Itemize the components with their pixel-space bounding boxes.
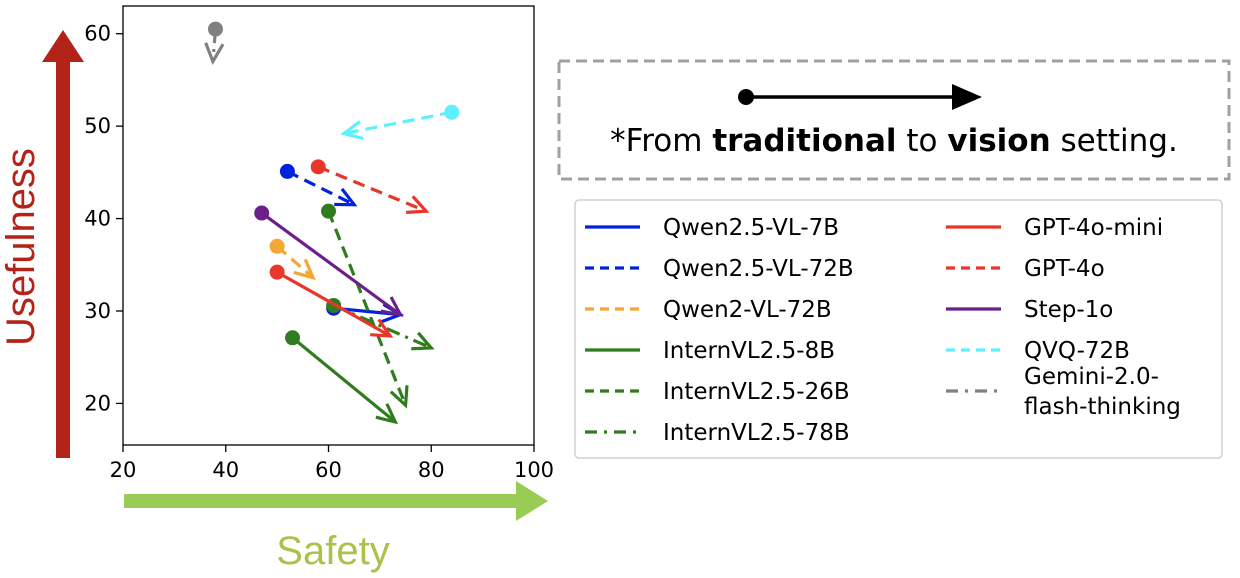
arrow-head [340,120,364,141]
legend-item: Step-1o [946,297,1113,323]
plot-area [122,5,535,446]
x-tick-label: 40 [212,458,239,482]
arrow-head [389,385,409,409]
y-tick-label: 40 [84,207,111,231]
series-gpt-4o-mini [269,264,394,338]
note-text: *From traditional to vision setting. [610,123,1178,159]
legend-label: Qwen2.5-VL-72B [663,256,854,282]
start-point [310,159,326,175]
start-point [269,264,285,280]
legend-item: QVQ-72B [946,338,1130,364]
x-tick-label: 100 [514,458,554,482]
arrow-line [260,211,402,316]
legend-label: Qwen2.5-VL-7B [663,215,839,241]
y-axis-title: Usefulness [0,148,43,346]
legend-label: Gemini-2.0- [1024,364,1159,390]
series-qvq-72b [340,104,460,141]
series-gpt-4o [310,159,430,214]
arrow-line [276,270,391,338]
arrow-head [293,258,316,281]
y-tick-label: 30 [84,299,111,323]
legend-label: InternVL2.5-8B [663,338,835,364]
arrow-head [204,42,225,66]
legend-label: Qwen2-VL-72B [663,297,832,323]
y-tick-group: 20 30 40 50 60 [84,22,123,415]
legend-item: InternVL2.5-26B [585,379,850,405]
x-tick-group: 20 40 60 80 100 [110,445,554,482]
arrow-line [291,336,397,424]
usefulness-axis-arrow [42,30,84,458]
arrow-line [276,245,315,279]
start-point [444,104,460,120]
start-point [269,238,285,254]
legend-label: QVQ-72B [1024,338,1130,364]
start-point [279,163,295,179]
note-arrowhead-icon [952,84,982,110]
safety-axis-arrow [124,481,548,521]
legend-label: Step-1o [1024,297,1113,323]
direction-note-box: *From traditional to vision setting. [557,59,1231,181]
series-qwen2-vl-72b [269,238,316,281]
arrow-line [327,210,408,406]
arrow-head [334,187,358,207]
y-tick-label: 20 [84,391,111,415]
arrow-head [375,403,399,425]
legend-item: InternVL2.5-8B [585,338,835,364]
arrow-head [411,331,435,351]
x-tick-label: 20 [110,458,137,482]
start-point [321,203,336,219]
series-gemini-2-0-flash-thinking [204,21,225,66]
series-internvl2-5-8b [285,330,399,425]
x-tick-label: 80 [418,458,445,482]
legend-item: Qwen2.5-VL-72B [585,256,854,282]
legend-label: GPT-4o-mini [1024,215,1163,241]
legend-label: GPT-4o [1024,256,1105,282]
start-point [285,330,301,346]
start-point [254,205,270,221]
start-point [207,21,223,37]
arrow-line [286,170,355,207]
y-tick-label: 60 [84,22,111,46]
legend: Qwen2.5-VL-7B Qwen2.5-VL-72B Qwen2-VL-72B I… [574,199,1223,459]
series-layer [204,21,460,425]
x-axis-title: Safety [276,529,389,573]
legend-item: Qwen2.5-VL-7B [585,215,839,241]
series-step-1o [254,205,404,317]
legend-label: InternVL2.5-78B [663,420,850,446]
series-qwen2-5-vl-72b [279,163,358,207]
arrow-line [317,165,427,213]
x-tick-label: 60 [315,458,342,482]
arrow-line [332,303,432,350]
arrow-head [406,195,430,214]
y-tick-label: 50 [84,114,111,138]
arrow-head [370,318,394,338]
legend-item: InternVL2.5-78B [585,420,850,446]
series-internvl2-5-26b [321,203,409,409]
arrow-head [380,296,404,317]
legend-item: GPT-4o-mini [946,215,1163,241]
legend-item: Gemini-2.0- flash-thinking [946,364,1181,420]
legend-label: flash-thinking [1024,394,1181,420]
legend-item: GPT-4o [946,256,1105,282]
legend-label: InternVL2.5-26B [663,379,850,405]
legend-item: Qwen2-VL-72B [585,297,832,323]
